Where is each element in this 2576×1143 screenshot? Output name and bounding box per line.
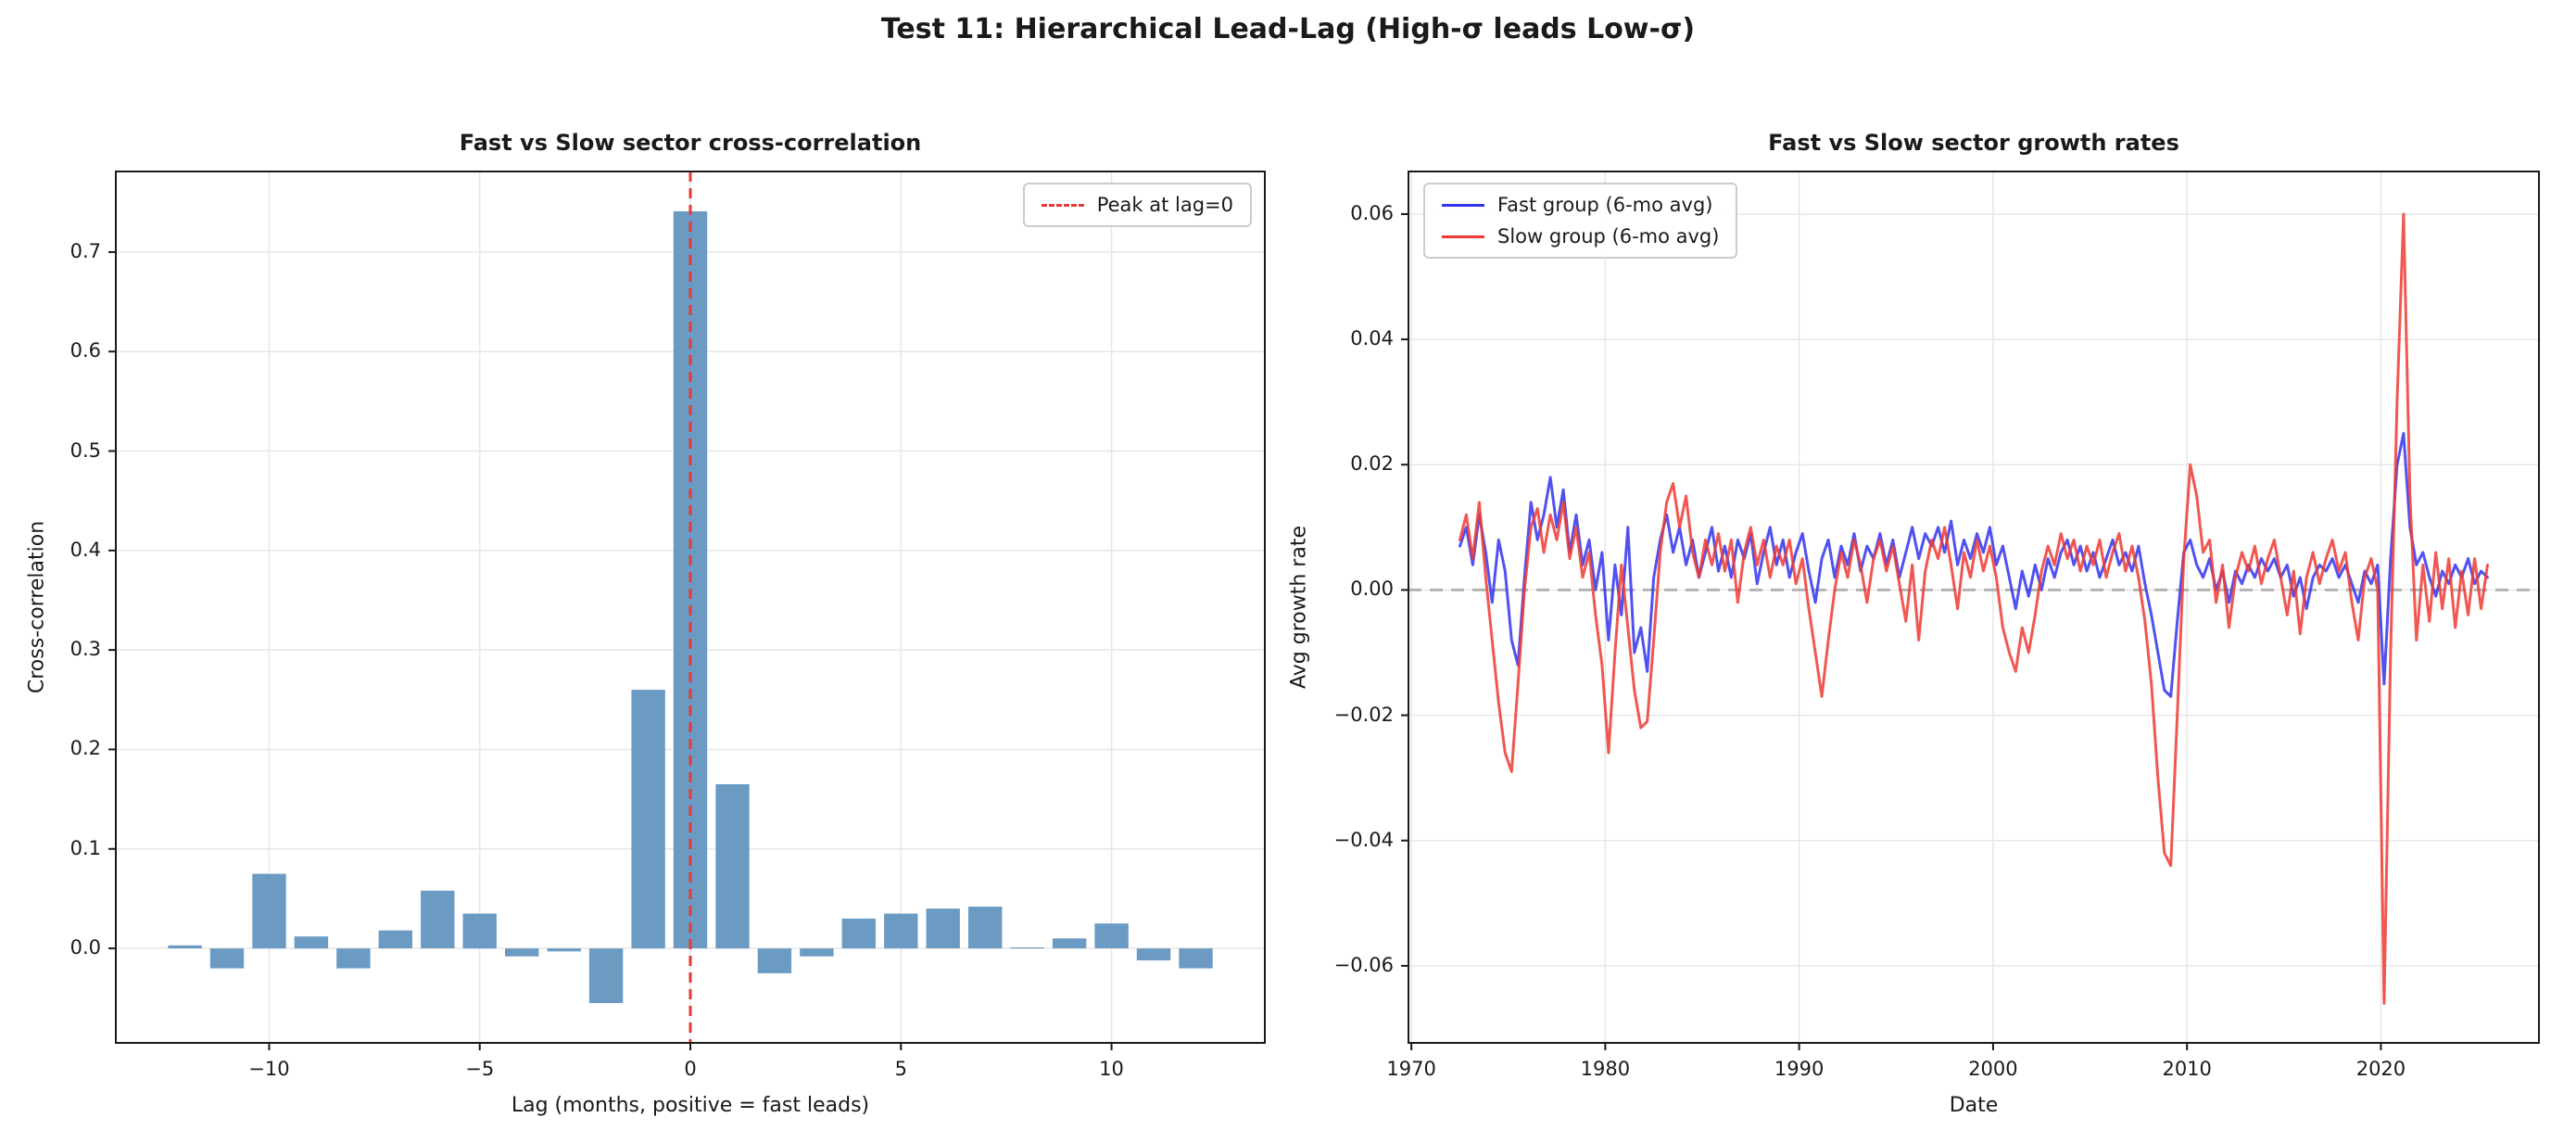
x-tick-label: 2020 (2355, 1058, 2406, 1080)
correlation-bar (336, 948, 371, 969)
y-tick-label: 0.02 (1350, 452, 1394, 476)
y-tick-label: −0.02 (1333, 703, 1394, 726)
y-tick-label: 0.3 (69, 638, 101, 661)
y-tick-label: 0.4 (69, 538, 101, 561)
figure-title: Test 11: Hierarchical Lead-Lag (High-σ l… (880, 13, 1696, 45)
y-tick-label: 0.04 (1350, 327, 1394, 350)
peak-legend: Peak at lag=0 (1022, 183, 1252, 227)
correlation-bar (252, 873, 286, 949)
x-tick-label: 1970 (1386, 1058, 1436, 1080)
y-tick-label: 0.0 (69, 936, 101, 959)
slow-line-sample (1442, 235, 1484, 238)
correlation-bar (1136, 948, 1171, 960)
legend-row: Slow group (6-mo avg) (1442, 225, 1719, 248)
axes-spine (1408, 171, 2540, 1044)
correlation-bar (1179, 948, 1213, 969)
x-tick-label: 5 (894, 1058, 907, 1080)
x-tick-label: 2000 (1968, 1058, 2018, 1080)
correlation-bar (800, 948, 834, 957)
y-tick-label: 0.7 (69, 239, 101, 262)
y-tick-label: 0.06 (1350, 201, 1394, 224)
correlation-bar (547, 948, 581, 952)
correlation-bar (294, 936, 329, 949)
fast-legend-label: Fast group (6-mo avg) (1497, 194, 1713, 216)
correlation-bar (378, 930, 412, 948)
fast-line-sample (1442, 203, 1484, 207)
x-tick-label: −5 (465, 1058, 495, 1080)
correlation-bar (1094, 923, 1129, 948)
y-tick-label: 0.00 (1350, 578, 1394, 601)
correlation-bar (715, 784, 750, 949)
peak-legend-label: Peak at lag=0 (1096, 194, 1233, 216)
correlation-bar (1010, 947, 1044, 949)
correlation-bar (1052, 938, 1087, 948)
y-tick-label: 0.6 (69, 339, 101, 362)
x-tick-label: 0 (684, 1058, 697, 1080)
correlation-bar (505, 948, 539, 957)
x-tick-label: 1990 (1774, 1058, 1825, 1080)
correlation-bar (968, 907, 1003, 949)
legend-row: Peak at lag=0 (1041, 194, 1233, 216)
correlation-bar (757, 948, 792, 973)
correlation-bar (209, 948, 245, 969)
right-xaxis-label: Date (1949, 1094, 1999, 1117)
slow-group-line (1458, 212, 2489, 1005)
x-tick-label: 1980 (1580, 1058, 1631, 1080)
x-tick-label: 2010 (2162, 1058, 2212, 1080)
slow-legend-label: Slow group (6-mo avg) (1497, 225, 1720, 248)
y-tick-label: 0.5 (69, 438, 101, 462)
groups-legend: Fast group (6-mo avg) Slow group (6-mo a… (1423, 183, 1738, 259)
correlation-bar (926, 908, 960, 948)
x-tick-label: 10 (1099, 1058, 1124, 1080)
correlation-bar (588, 948, 624, 1004)
peak-dashed-line-sample (1041, 203, 1084, 207)
correlation-bar (421, 890, 455, 948)
right-yaxis-label: Avg growth rate (1287, 526, 1311, 689)
y-tick-label: −0.04 (1333, 828, 1394, 851)
x-tick-label: −10 (248, 1058, 290, 1080)
correlation-bar (841, 918, 876, 949)
y-tick-label: 0.2 (69, 737, 101, 760)
right-chart-title: Fast vs Slow sector growth rates (1768, 130, 2179, 156)
y-tick-label: −0.06 (1333, 953, 1394, 976)
left-chart-title: Fast vs Slow sector cross-correlation (459, 130, 922, 156)
y-tick-label: 0.1 (69, 836, 101, 859)
correlation-bar (884, 913, 918, 949)
correlation-bar (631, 690, 665, 949)
correlation-bar (168, 945, 202, 948)
left-xaxis-label: Lag (months, positive = fast leads) (511, 1094, 870, 1117)
correlation-bar (462, 913, 497, 949)
legend-row: Fast group (6-mo avg) (1442, 194, 1719, 216)
